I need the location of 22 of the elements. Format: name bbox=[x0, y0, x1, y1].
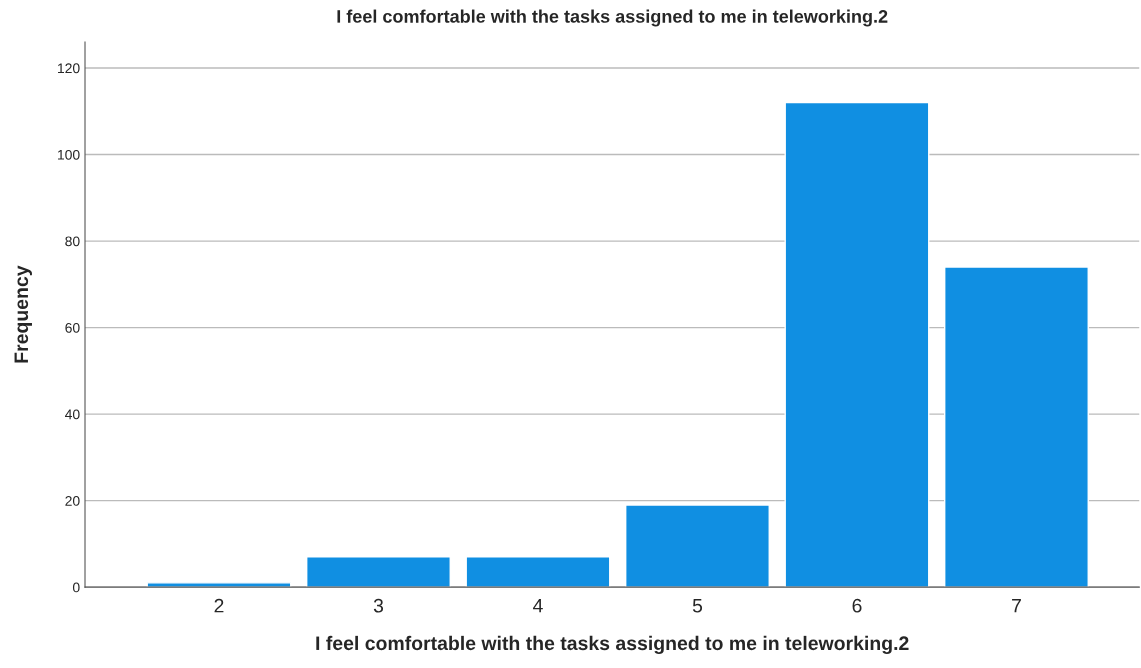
y-axis-title: Frequency bbox=[14, 265, 32, 363]
x-tick-label: 4 bbox=[533, 599, 543, 613]
bar bbox=[465, 556, 611, 588]
bar bbox=[784, 101, 930, 588]
x-tick-label: 5 bbox=[692, 599, 703, 613]
y-tick-label: 80 bbox=[65, 236, 80, 247]
bar bbox=[306, 556, 451, 588]
x-tick-label: 7 bbox=[1012, 599, 1021, 613]
bar bbox=[146, 582, 292, 588]
bar bbox=[944, 266, 1089, 588]
y-tick-label: 100 bbox=[58, 149, 80, 160]
bar bbox=[625, 504, 770, 588]
x-axis-title: I feel comfortable with the tasks assigned to me in teleworking.2 bbox=[316, 635, 909, 655]
chart-title: I feel comfortable with the tasks assigned to me in teleworking.2 bbox=[337, 9, 888, 27]
y-tick-label: 0 bbox=[72, 582, 80, 593]
x-tick-label: 3 bbox=[373, 598, 384, 613]
y-tick-label: 20 bbox=[65, 495, 80, 506]
x-tick-label: 6 bbox=[852, 598, 862, 613]
y-tick-label: 60 bbox=[65, 322, 80, 333]
x-tick-label: 2 bbox=[214, 598, 224, 613]
y-tick-label: 120 bbox=[58, 63, 80, 74]
y-tick-label: 40 bbox=[65, 409, 80, 420]
